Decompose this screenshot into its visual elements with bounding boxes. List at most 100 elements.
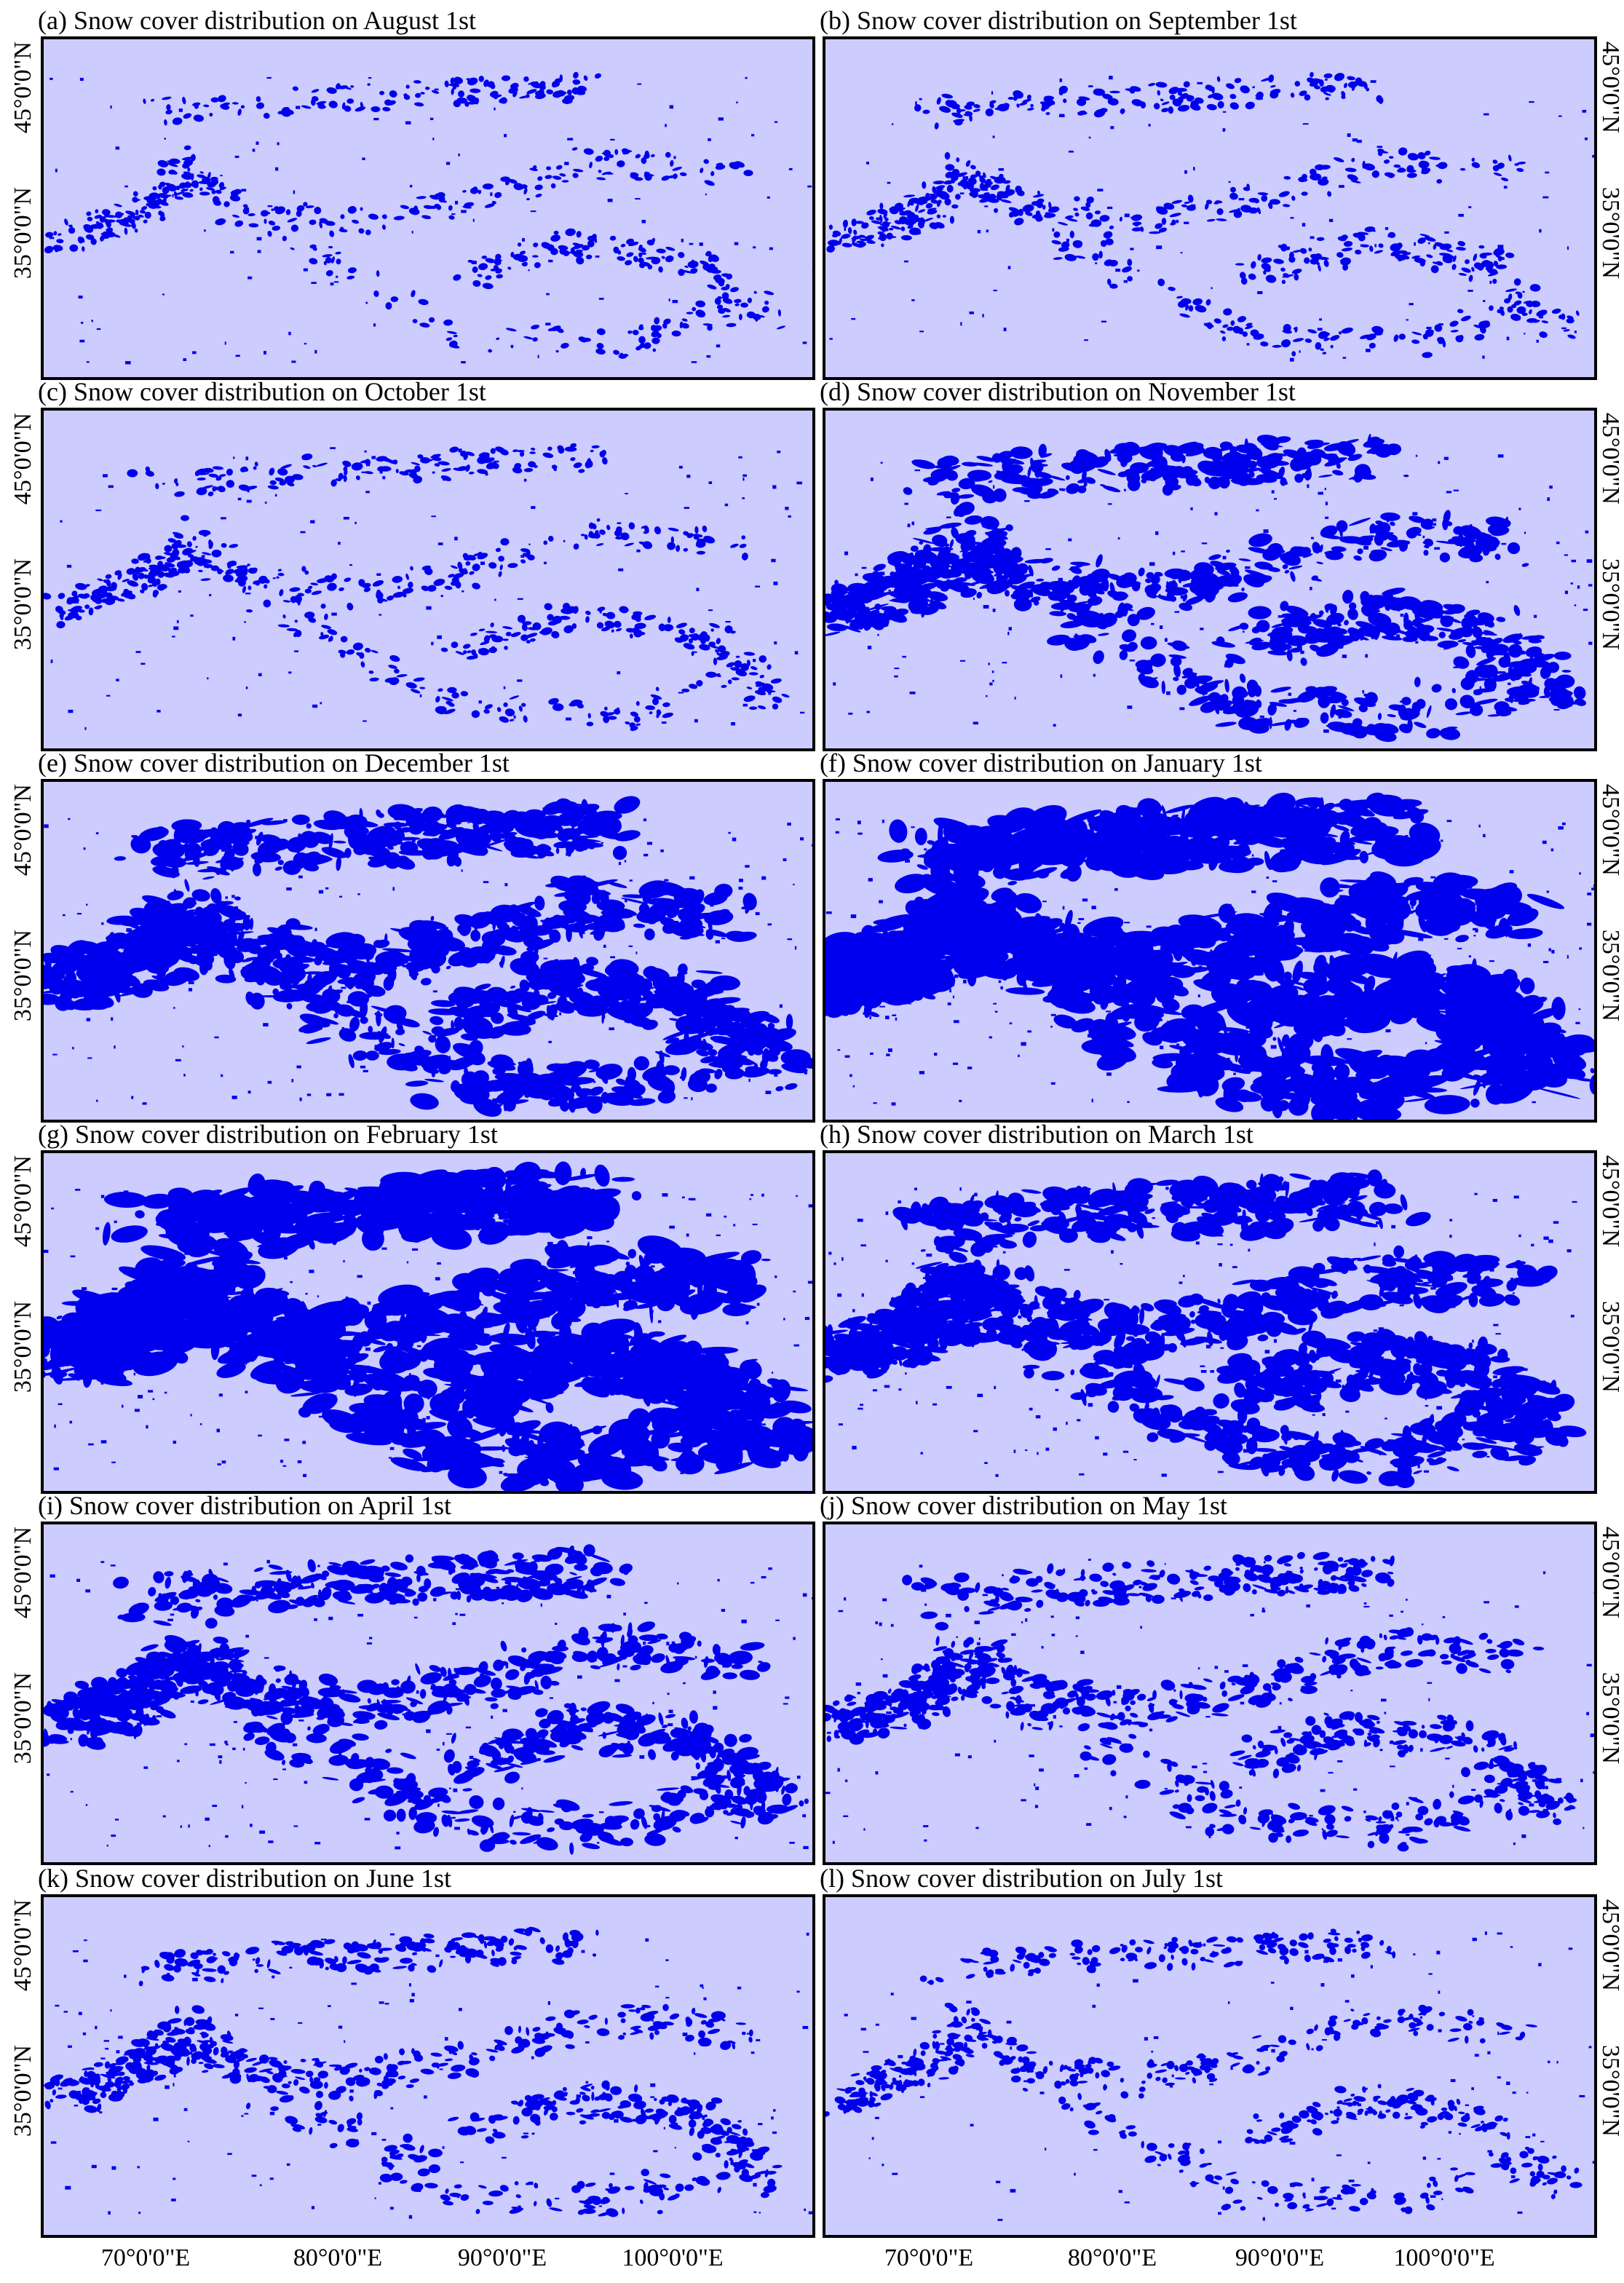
snow-speck [458,154,459,157]
snow-speck [288,671,291,673]
snow-speck [775,122,777,123]
snow-speck [662,721,667,724]
snow-speck [934,193,935,197]
snow-speck [116,146,119,149]
snow-speck [238,713,242,716]
snow-speck [1318,492,1323,495]
snow-speck [1097,189,1103,191]
snow-speck [705,194,707,195]
snow-speck [1184,170,1187,174]
snow-speck [196,546,198,548]
snow-speck [1325,517,1328,519]
snow-speck [1090,614,1093,616]
snow-speck [236,355,240,357]
snow-speck [1310,587,1312,590]
snow-speck [1101,321,1106,323]
snow-speck [1075,633,1078,635]
snow-speck [991,91,993,95]
snow-speck [1587,559,1593,563]
snow-speck [108,486,114,488]
snow-speck [548,260,552,262]
snow-speck [745,77,747,79]
snow-speck [1297,646,1302,649]
snow-speck [800,712,804,713]
snow-speck [1387,235,1391,237]
snow-speck [1347,133,1351,137]
snow-speck [1290,358,1294,362]
map-panel: (c) Snow cover distribution on October 1… [9,377,814,750]
snow-speck [788,515,791,518]
snow-speck [1294,710,1296,712]
snow-speck [294,650,298,652]
snow-speck [618,569,623,571]
snow-speck [431,515,435,517]
snow-speck [1115,269,1120,272]
snow-patch [500,538,509,545]
snow-speck [715,649,721,652]
snow-speck [1329,219,1333,222]
snow-patch [264,218,266,223]
snow-speck [1066,239,1069,242]
snow-speck [1470,524,1472,528]
snow-speck [1061,674,1063,678]
snow-speck [1339,331,1342,334]
snow-speck [1202,542,1208,544]
snow-speck [642,220,646,223]
snow-speck [617,671,620,674]
snow-speck [334,281,338,282]
snow-speck [960,322,962,325]
snow-speck [80,78,84,81]
snow-speck [1352,477,1358,480]
snow-speck [364,451,366,453]
snow-speck [136,651,141,653]
snow-speck [1193,167,1195,170]
snow-speck [1188,681,1190,684]
snow-speck [310,520,314,523]
snow-speck [110,106,111,108]
snow-speck [1467,290,1473,292]
snow-speck [773,582,777,585]
snow-speck [999,168,1004,171]
snow-speck [1223,129,1226,131]
latitude-label: 35°0'0"N [9,187,36,279]
snow-speck [455,201,458,205]
snow-patch [278,860,284,865]
snow-speck [868,646,871,649]
snow-speck [742,475,747,477]
snow-speck [988,662,989,665]
snow-speck [1370,531,1374,534]
snow-patch [587,721,594,726]
snow-speck [1239,198,1245,200]
snow-speck [232,637,235,641]
snow-speck [1007,632,1009,636]
snow-speck [871,478,874,481]
snow-speck [178,590,181,593]
snow-speck [202,555,205,557]
latitude-label: 45°0'0"N [1597,413,1624,505]
snow-speck [288,332,290,336]
snow-speck [264,351,266,355]
snow-speck [716,344,720,347]
snow-speck [1444,232,1449,234]
snow-speck [1314,542,1316,544]
snow-speck [545,323,550,325]
snow-speck [522,238,525,242]
snow-speck [344,517,349,520]
snow-speck [730,663,732,667]
snow-speck [726,621,731,622]
snow-speck [1567,246,1569,250]
snow-speck [538,355,539,358]
snow-speck [796,482,802,485]
snow-speck [851,318,855,320]
snow-speck [900,612,905,614]
snow-speck [862,567,867,569]
snow-speck [1124,489,1126,491]
snow-speck [431,642,433,646]
snow-speck [1433,523,1436,526]
snow-speck [1428,242,1430,245]
snow-speck [304,343,306,344]
snow-speck [1008,266,1011,269]
snow-speck [1195,475,1197,478]
snow-speck [1377,146,1383,148]
snow-speck [430,206,436,209]
